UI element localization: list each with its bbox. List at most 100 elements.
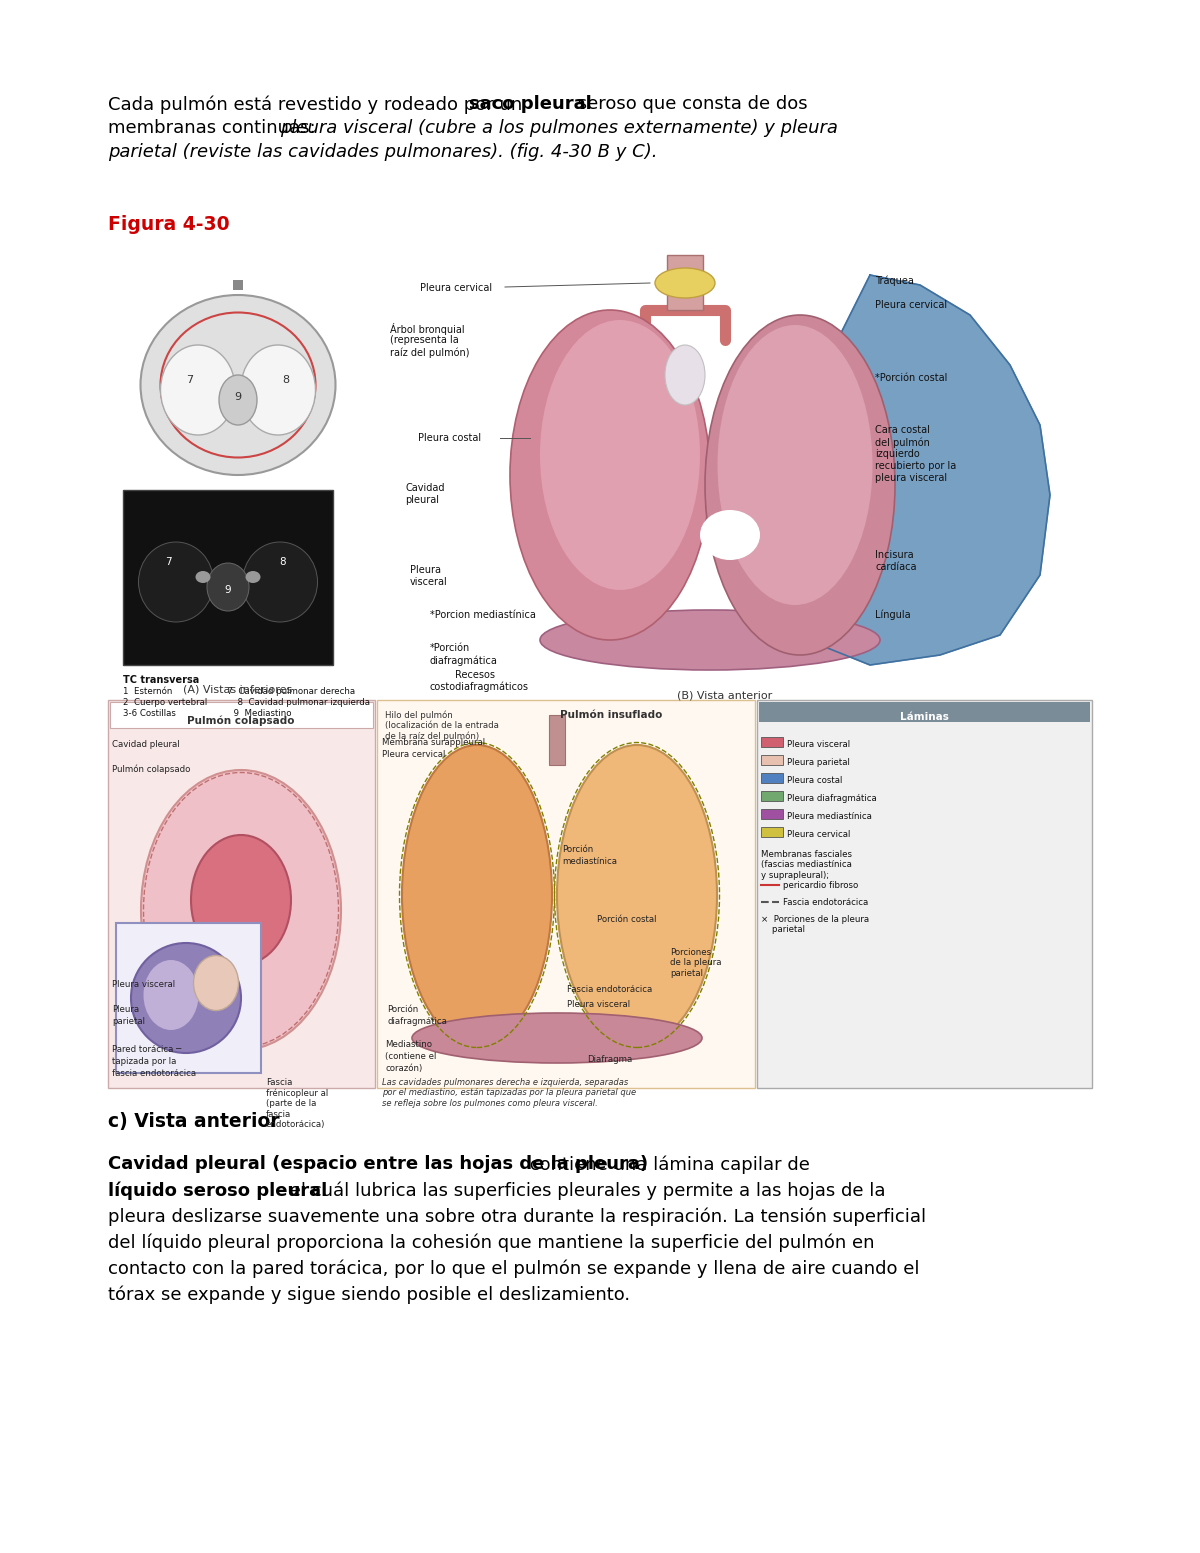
Text: *Porción: *Porción bbox=[430, 643, 470, 652]
Text: Pulmón colapsado: Pulmón colapsado bbox=[187, 714, 295, 725]
Ellipse shape bbox=[718, 325, 872, 606]
Bar bbox=[116, 922, 262, 1073]
Bar bbox=[233, 280, 242, 290]
Text: contacto con la pared torácica, por lo que el pulmón se expande y llena de aire : contacto con la pared torácica, por lo q… bbox=[108, 1259, 919, 1278]
Ellipse shape bbox=[412, 1013, 702, 1062]
Text: Pleura costal: Pleura costal bbox=[418, 433, 481, 443]
Text: Cavidad pleural: Cavidad pleural bbox=[112, 739, 180, 749]
Ellipse shape bbox=[208, 564, 250, 610]
Text: raíz del pulmón): raíz del pulmón) bbox=[390, 346, 469, 357]
Text: Língula: Língula bbox=[875, 610, 911, 621]
Text: 3-6 Costillas                     9  Mediastino: 3-6 Costillas 9 Mediastino bbox=[124, 710, 292, 717]
Text: Porción costal: Porción costal bbox=[598, 915, 656, 924]
Text: Pleura diafragmática: Pleura diafragmática bbox=[787, 794, 877, 803]
Bar bbox=[667, 255, 703, 311]
Ellipse shape bbox=[161, 345, 235, 435]
Bar bbox=[757, 700, 1092, 1089]
Text: Pleura: Pleura bbox=[112, 1005, 139, 1014]
Bar bbox=[550, 714, 565, 766]
Bar bbox=[761, 828, 784, 837]
Text: Pleura cervical: Pleura cervical bbox=[787, 829, 851, 839]
Ellipse shape bbox=[700, 509, 760, 561]
Bar bbox=[761, 738, 784, 747]
Text: Diafragma: Diafragma bbox=[587, 1054, 632, 1064]
Text: Hilo del pulmón
(localización de la entrada
de la raíz del pulmón): Hilo del pulmón (localización de la entr… bbox=[385, 710, 499, 741]
Text: Pared torácica ─: Pared torácica ─ bbox=[112, 1045, 181, 1054]
Polygon shape bbox=[800, 275, 1050, 665]
Text: Pleura cervical: Pleura cervical bbox=[875, 300, 947, 311]
Text: 9: 9 bbox=[234, 391, 241, 402]
Ellipse shape bbox=[131, 943, 241, 1053]
Ellipse shape bbox=[402, 745, 552, 1045]
Text: (contiene el: (contiene el bbox=[385, 1051, 437, 1061]
Ellipse shape bbox=[220, 374, 257, 426]
Bar bbox=[761, 809, 784, 818]
Ellipse shape bbox=[557, 745, 718, 1045]
Text: Las cavidades pulmonares derecha e izquierda, separadas
por el mediastino, están: Las cavidades pulmonares derecha e izqui… bbox=[382, 1078, 636, 1107]
Text: Recesos: Recesos bbox=[455, 669, 496, 680]
Text: Pulmón colapsado: Pulmón colapsado bbox=[112, 766, 191, 775]
Text: parietal: parietal bbox=[112, 1017, 145, 1027]
Text: Membranas fasciales
(fascias mediastínica
y suprapleural);: Membranas fasciales (fascias mediastínic… bbox=[761, 849, 852, 881]
Text: Cavidad: Cavidad bbox=[406, 483, 444, 492]
Text: cardíaca: cardíaca bbox=[875, 562, 917, 572]
Text: del líquido pleural proporciona la cohesión que mantiene la superficie del pulmó: del líquido pleural proporciona la cohes… bbox=[108, 1233, 875, 1252]
Text: Incisura: Incisura bbox=[875, 550, 913, 561]
Text: 7: 7 bbox=[164, 558, 172, 567]
Text: Pleura visceral: Pleura visceral bbox=[568, 1000, 630, 1009]
Text: parietal (reviste las cavidades pulmonares). (fig. 4-30 B y C).: parietal (reviste las cavidades pulmonar… bbox=[108, 143, 658, 162]
Ellipse shape bbox=[510, 311, 710, 640]
Text: Fascia
frénicopleur al
(parte de la
fascia
endotorácica): Fascia frénicopleur al (parte de la fasc… bbox=[266, 1078, 329, 1129]
Text: fascia endotorácica: fascia endotorácica bbox=[112, 1068, 196, 1078]
Bar bbox=[377, 700, 755, 1089]
Ellipse shape bbox=[140, 295, 336, 475]
Bar bbox=[108, 255, 1092, 1089]
Text: Porción: Porción bbox=[386, 1005, 419, 1014]
Text: ×  Porciones de la pleura
    parietal: × Porciones de la pleura parietal bbox=[761, 915, 869, 935]
Ellipse shape bbox=[540, 610, 880, 669]
Text: Pleura cervical: Pleura cervical bbox=[420, 283, 492, 294]
Text: diafragmática: diafragmática bbox=[430, 655, 498, 666]
Text: Tráquea: Tráquea bbox=[875, 275, 914, 286]
Text: Cara costal: Cara costal bbox=[875, 426, 930, 435]
Text: tórax se expande y sigue siendo posible el deslizamiento.: tórax se expande y sigue siendo posible … bbox=[108, 1284, 630, 1303]
Text: Árbol bronquial: Árbol bronquial bbox=[390, 323, 464, 335]
Text: Pleura costal: Pleura costal bbox=[787, 776, 842, 784]
Text: *Porcion mediastínica: *Porcion mediastínica bbox=[430, 610, 536, 620]
Text: 8: 8 bbox=[280, 558, 287, 567]
Text: contiene una lámina capilar de: contiene una lámina capilar de bbox=[523, 1155, 810, 1174]
Text: Pleura cervical: Pleura cervical bbox=[382, 750, 445, 759]
Text: Pleura mediastínica: Pleura mediastínica bbox=[787, 812, 872, 822]
Bar bbox=[108, 700, 374, 1089]
Text: tapizada por la: tapizada por la bbox=[112, 1058, 176, 1065]
Text: Cada pulmón está revestido y rodeado por un: Cada pulmón está revestido y rodeado por… bbox=[108, 95, 528, 113]
Text: Pleura parietal: Pleura parietal bbox=[787, 758, 850, 767]
Text: Mediastino: Mediastino bbox=[385, 1041, 432, 1048]
Text: (A) Vistas inferiores: (A) Vistas inferiores bbox=[184, 685, 293, 696]
Text: (B) Vista anterior: (B) Vista anterior bbox=[677, 690, 773, 700]
Text: pleural: pleural bbox=[406, 495, 439, 505]
Ellipse shape bbox=[242, 542, 318, 623]
Text: Porción: Porción bbox=[562, 845, 593, 854]
Bar bbox=[760, 702, 1090, 722]
Text: saco pleural: saco pleural bbox=[469, 95, 592, 113]
Text: (representa la: (representa la bbox=[390, 335, 458, 345]
Text: recubierto por la: recubierto por la bbox=[875, 461, 956, 471]
Text: seroso que consta de dos: seroso que consta de dos bbox=[572, 95, 808, 113]
Bar bbox=[124, 491, 334, 665]
Text: izquierdo: izquierdo bbox=[875, 449, 919, 460]
Bar bbox=[761, 755, 784, 766]
Ellipse shape bbox=[196, 572, 210, 582]
Ellipse shape bbox=[138, 542, 214, 623]
Bar bbox=[761, 773, 784, 783]
Text: Porciones
de la pleura
parietal: Porciones de la pleura parietal bbox=[670, 947, 721, 978]
Text: Fascia endotorácica: Fascia endotorácica bbox=[568, 985, 653, 994]
Text: Láminas: Láminas bbox=[900, 711, 948, 722]
Text: 1  Esternón                    7  Cavidad pulmonar derecha: 1 Esternón 7 Cavidad pulmonar derecha bbox=[124, 686, 355, 696]
Ellipse shape bbox=[246, 572, 260, 582]
Text: membranas continuas:: membranas continuas: bbox=[108, 120, 319, 137]
Bar bbox=[761, 790, 784, 801]
Bar bbox=[110, 702, 373, 728]
Text: diafragmática: diafragmática bbox=[386, 1017, 446, 1027]
Ellipse shape bbox=[540, 320, 700, 590]
